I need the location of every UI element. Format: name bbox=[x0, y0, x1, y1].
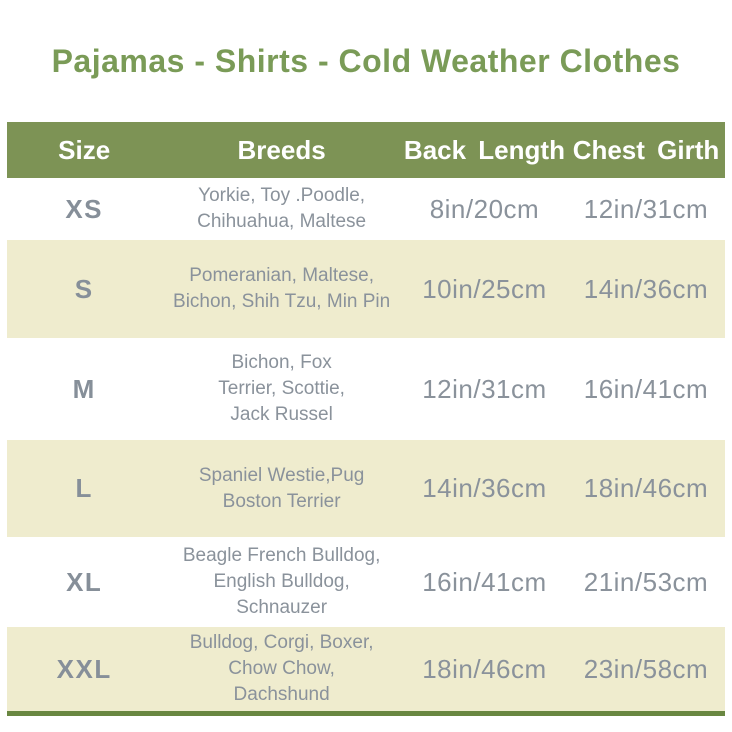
size-cell: L bbox=[75, 473, 93, 503]
chest-girth-cell: 12in/31cm bbox=[583, 193, 709, 224]
breeds-line: Pomeranian, Maltese, bbox=[189, 265, 375, 286]
back-length-cell: 18in/46cm bbox=[422, 653, 547, 684]
title-bar: Pajamas - Shirts - Cold Weather Clothes bbox=[0, 0, 732, 122]
chest-girth-cell: 16in/41cm bbox=[583, 373, 709, 404]
column-header-back-length: Back Length bbox=[403, 134, 565, 165]
breeds-line: Chihuahua, Maltese bbox=[197, 211, 367, 232]
breeds-line: Bulldog, Corgi, Boxer, bbox=[189, 632, 374, 653]
breeds-cell: Bulldog, Corgi, Boxer, Chow Chow, Dachsh… bbox=[161, 630, 402, 708]
back-length-cell: 12in/31cm bbox=[422, 373, 547, 404]
back-length-cell: 8in/20cm bbox=[429, 193, 540, 224]
breeds-line: Bichon, Fox bbox=[231, 352, 332, 373]
column-header-size: Size bbox=[58, 134, 111, 165]
breeds-line: Bichon, Shih Tzu, Min Pin bbox=[173, 291, 391, 312]
page-title: Pajamas - Shirts - Cold Weather Clothes bbox=[51, 42, 681, 79]
size-cell: XXL bbox=[56, 653, 112, 684]
breeds-line: English Bulldog, bbox=[213, 571, 350, 592]
breeds-line: Spaniel Westie,Pug bbox=[198, 464, 365, 486]
breeds-cell: Bichon, Fox Terrier, Scottie, Jack Russe… bbox=[161, 350, 402, 428]
breeds-line: Dachshund bbox=[233, 684, 330, 705]
size-chart-table: Size Breeds Back Length Chest Girth XS Y… bbox=[7, 122, 725, 716]
chest-girth-cell: 23in/58cm bbox=[583, 653, 709, 684]
table-row-xs: XS Yorkie, Toy .Poodle, Chihuahua, Malte… bbox=[7, 178, 725, 240]
size-cell: S bbox=[74, 273, 94, 304]
breeds-cell: Spaniel Westie,Pug Boston Terrier bbox=[161, 463, 402, 515]
breeds-line: Yorkie, Toy .Poodle, bbox=[198, 185, 366, 206]
column-header-chest-girth: Chest Girth bbox=[572, 134, 720, 165]
breeds-line: Chow Chow, bbox=[228, 658, 335, 679]
size-cell: XS bbox=[65, 193, 104, 224]
table-row-l: L Spaniel Westie,Pug Boston Terrier 14in… bbox=[7, 440, 725, 537]
chest-girth-cell: 18in/46cm bbox=[583, 473, 709, 503]
back-length-cell: 16in/41cm bbox=[422, 566, 547, 597]
chest-girth-cell: 14in/36cm bbox=[583, 273, 709, 304]
breeds-cell: Yorkie, Toy .Poodle, Chihuahua, Maltese bbox=[161, 183, 402, 235]
back-length-cell: 14in/36cm bbox=[422, 473, 547, 503]
breeds-line: Schnauzer bbox=[236, 597, 328, 618]
size-cell: XL bbox=[66, 566, 103, 597]
breeds-cell: Pomeranian, Maltese, Bichon, Shih Tzu, M… bbox=[161, 263, 402, 315]
chest-girth-cell: 21in/53cm bbox=[583, 566, 709, 597]
breeds-line: Beagle French Bulldog, bbox=[182, 545, 381, 566]
table-row-xl: XL Beagle French Bulldog, English Bulldo… bbox=[7, 537, 725, 627]
breeds-line: Terrier, Scottie, bbox=[218, 378, 345, 399]
breeds-line: Jack Russel bbox=[230, 404, 333, 425]
size-cell: M bbox=[72, 373, 96, 404]
back-length-cell: 10in/25cm bbox=[422, 273, 547, 304]
table-row-s: S Pomeranian, Maltese, Bichon, Shih Tzu,… bbox=[7, 240, 725, 338]
column-header-breeds: Breeds bbox=[237, 134, 326, 165]
breeds-line: Boston Terrier bbox=[222, 490, 341, 512]
breeds-cell: Beagle French Bulldog, English Bulldog, … bbox=[161, 543, 402, 621]
table-header-row: Size Breeds Back Length Chest Girth bbox=[7, 122, 725, 178]
table-row-m: M Bichon, Fox Terrier, Scottie, Jack Rus… bbox=[7, 338, 725, 440]
table-row-xxl: XXL Bulldog, Corgi, Boxer, Chow Chow, Da… bbox=[7, 627, 725, 711]
